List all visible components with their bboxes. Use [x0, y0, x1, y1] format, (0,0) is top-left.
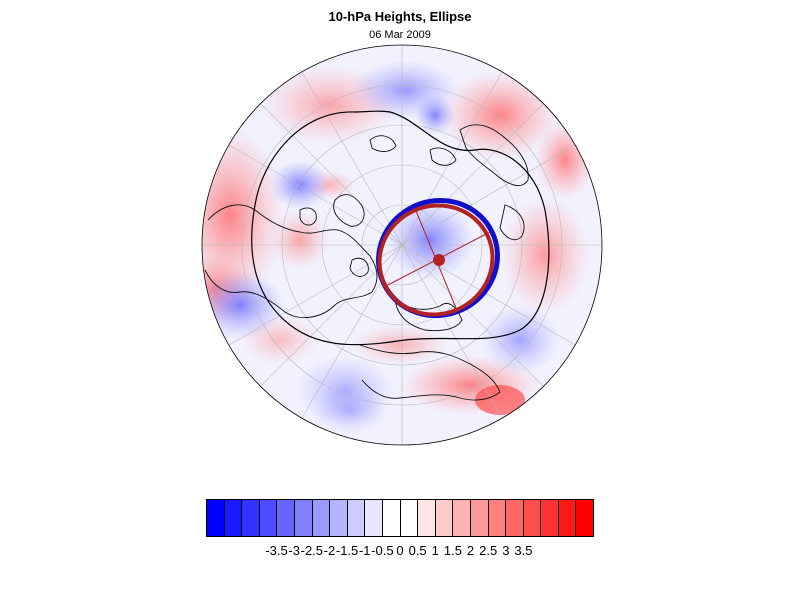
- coastlines: [204, 124, 529, 401]
- colorbar-segment: [294, 500, 313, 536]
- colorbar-tick-label: 3: [502, 543, 510, 558]
- colorbar-tick-label: -2: [323, 543, 336, 558]
- colorbar-segment: [365, 500, 383, 536]
- colorbar-segment: [435, 500, 454, 536]
- colorbar-segment: [207, 500, 225, 536]
- colorbar-segment: [224, 500, 243, 536]
- colorbar-segment: [453, 500, 471, 536]
- colorbar-segment: [541, 500, 559, 536]
- colorbar-tick-label: -1: [358, 543, 371, 558]
- fitted-ellipse: [377, 203, 495, 317]
- colorbar-segment: [277, 500, 295, 536]
- colorbar-tick-label: 2.5: [479, 543, 498, 558]
- colorbar-segment: [330, 500, 348, 536]
- colorbar-segment: [242, 500, 260, 536]
- colorbar-segment: [347, 500, 366, 536]
- colorbar-segment: [400, 500, 419, 536]
- colorbar-tick-label: -3: [288, 543, 300, 558]
- map-border: [201, 44, 603, 446]
- colorbar-segment: [382, 500, 401, 536]
- colorbar-segment: [558, 500, 577, 536]
- colorbar-tick-label: 1: [431, 543, 439, 558]
- vortex-contour: [251, 110, 550, 346]
- colorbar-segment: [418, 500, 436, 536]
- colorbar-ticks: -3.5 -3 -2.5 -2 -1.5 -1 -0.5 0 0.5 1 1.5 2 2.5 3 3.5: [206, 543, 594, 561]
- chart-date: 06 Mar 2009: [369, 29, 431, 41]
- colorbar-tick-label: -1.5: [335, 543, 359, 558]
- colorbar-tick-label: 0.5: [408, 543, 427, 558]
- colorbar-tick-label: -2.5: [300, 543, 324, 558]
- colorbar-segment: [488, 500, 507, 536]
- colorbar-segment: [576, 500, 594, 536]
- colorbar: [206, 499, 594, 537]
- chart-title: 10-hPa Heights, Ellipse: [328, 9, 472, 24]
- colorbar-tick-label: -3.5: [265, 543, 288, 558]
- colorbar-segment: [312, 500, 331, 536]
- ellipse-center: [433, 254, 445, 266]
- colorbar-segment: [523, 500, 542, 536]
- colorbar-tick-label: 2: [466, 543, 475, 558]
- colorbar-segment: [470, 500, 489, 536]
- colorbar-tick-label: -0.5: [371, 543, 394, 558]
- colorbar-segment: [506, 500, 524, 536]
- colorbar-tick-label: 0: [396, 543, 404, 558]
- colorbar-segment: [259, 500, 278, 536]
- colorbar-tick-label: 3.5: [514, 543, 533, 558]
- graticule: [202, 45, 602, 445]
- colorbar-tick-label: 1.5: [443, 543, 462, 558]
